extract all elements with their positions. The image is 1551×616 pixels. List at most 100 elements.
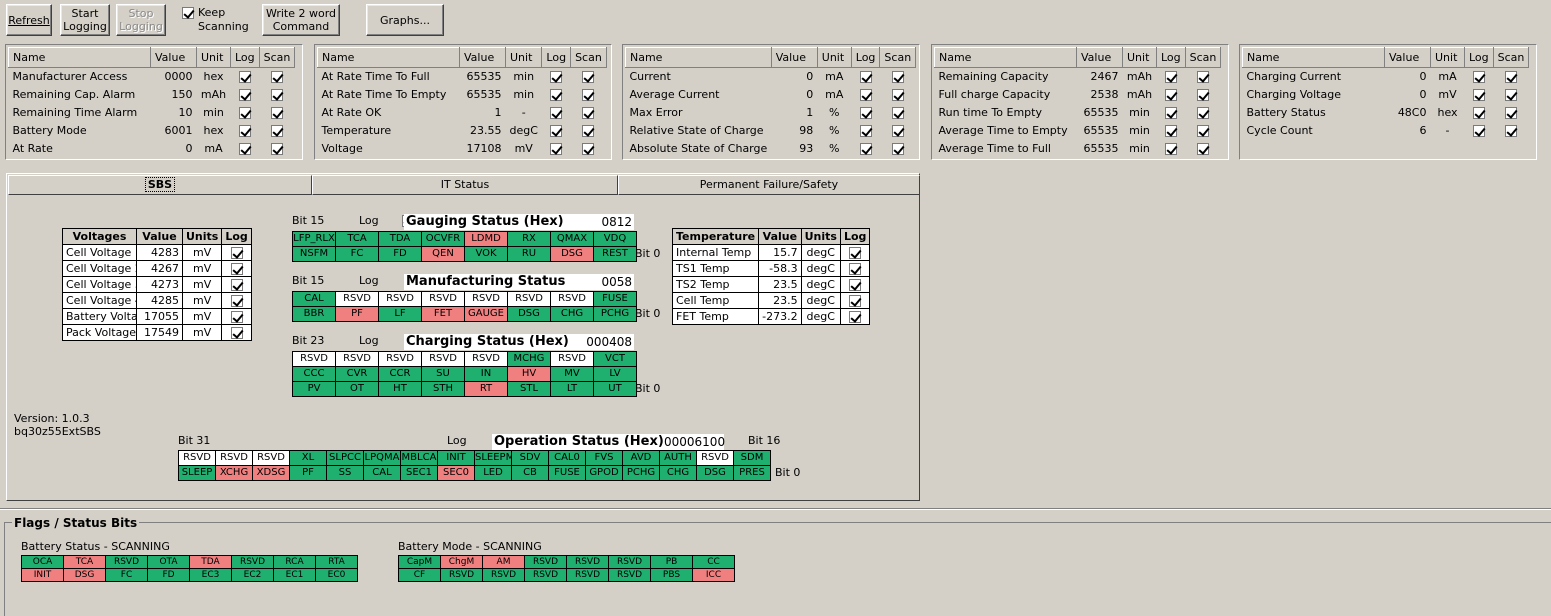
log-checkbox[interactable] <box>1164 125 1177 137</box>
scan-checkbox[interactable] <box>891 71 904 84</box>
log-checkbox[interactable] <box>859 125 872 137</box>
tab-permanent-failure-safety[interactable]: Permanent Failure/Safety <box>618 175 920 195</box>
log-cell <box>542 104 571 122</box>
log-checkbox[interactable] <box>550 125 563 137</box>
scan-checkbox[interactable] <box>1197 143 1210 155</box>
log-cell <box>1465 86 1494 104</box>
status-bit: CapM <box>398 555 441 569</box>
log-cell <box>1465 122 1494 140</box>
scan-checkbox[interactable] <box>1505 71 1518 84</box>
graphs-button[interactable]: Graphs... <box>366 4 444 36</box>
tab-sbs[interactable]: SBS <box>8 175 312 195</box>
scan-checkbox[interactable] <box>271 125 284 137</box>
param-name: Remaining Capacity <box>938 70 1049 84</box>
panel-header-scan: Scan <box>1184 47 1222 68</box>
log-checkbox[interactable] <box>1164 71 1177 84</box>
voltages-unit: mV <box>181 244 223 261</box>
log-checkbox[interactable] <box>238 89 251 101</box>
scan-checkbox[interactable] <box>891 89 904 101</box>
temperature-row: TS2 Temp 23.5 degC <box>671 276 871 293</box>
log-checkbox[interactable] <box>230 263 243 275</box>
log-checkbox[interactable] <box>550 89 563 101</box>
log-checkbox[interactable] <box>1472 89 1485 101</box>
param-value: 23.55 <box>470 124 502 137</box>
temperature-header: Units <box>800 228 841 245</box>
log-checkbox[interactable] <box>859 107 872 119</box>
log-checkbox[interactable] <box>859 143 872 155</box>
log-checkbox[interactable] <box>230 295 243 307</box>
param-unit: mAh <box>200 88 227 101</box>
log-checkbox[interactable] <box>238 143 251 155</box>
scan-checkbox[interactable] <box>582 89 595 101</box>
scan-checkbox[interactable] <box>582 143 595 155</box>
log-checkbox[interactable] <box>230 247 243 259</box>
status-bit: CCC <box>292 366 336 382</box>
temperature-row: FET Temp -273.2 degC <box>671 308 871 325</box>
scan-checkbox[interactable] <box>271 107 284 119</box>
scan-checkbox[interactable] <box>1505 125 1518 137</box>
scan-checkbox[interactable] <box>582 71 595 84</box>
scan-checkbox[interactable] <box>1197 125 1210 137</box>
log-checkbox[interactable] <box>859 71 872 84</box>
param-name: Manufacturer Access <box>12 70 128 84</box>
log-checkbox[interactable] <box>1472 71 1485 84</box>
param-unit: mV <box>1438 88 1457 101</box>
log-checkbox[interactable] <box>1472 125 1485 137</box>
panel-header-name: Name <box>8 47 151 68</box>
scan-cell <box>880 104 916 122</box>
status-bit: CVR <box>335 366 379 382</box>
start-logging-button[interactable]: Start Logging <box>60 4 110 36</box>
log-checkbox[interactable] <box>849 279 862 291</box>
status-bit: RTA <box>315 555 358 569</box>
voltages-name: Battery Voltage <box>62 308 137 325</box>
log-checkbox[interactable] <box>550 107 563 119</box>
log-checkbox[interactable] <box>550 71 563 84</box>
log-checkbox[interactable] <box>1164 143 1177 155</box>
scan-checkbox[interactable] <box>582 107 595 119</box>
scan-checkbox[interactable] <box>271 71 284 84</box>
temperature-log-cell <box>839 308 871 325</box>
log-checkbox[interactable] <box>849 247 862 259</box>
flags-groupbox <box>4 522 1551 616</box>
log-checkbox[interactable] <box>1164 89 1177 101</box>
refresh-button[interactable]: Refresh <box>6 4 52 36</box>
param-name: At Rate Time To Full <box>321 70 430 84</box>
log-checkbox[interactable] <box>1472 107 1485 119</box>
log-checkbox[interactable] <box>230 327 243 339</box>
log-checkbox[interactable] <box>1164 107 1177 119</box>
log-checkbox[interactable] <box>849 295 862 307</box>
scan-checkbox[interactable] <box>582 125 595 137</box>
log-checkbox[interactable] <box>849 263 862 275</box>
tab-it-status[interactable]: IT Status <box>312 175 618 195</box>
log-checkbox[interactable] <box>238 125 251 137</box>
scan-checkbox[interactable] <box>1197 89 1210 101</box>
scan-checkbox[interactable] <box>891 125 904 137</box>
param-unit: hex <box>203 124 224 137</box>
operation-bit-hi: Bit 31 <box>178 434 211 447</box>
log-checkbox[interactable] <box>859 89 872 101</box>
status-bit: VCT <box>593 351 637 367</box>
keep-scanning-checkbox[interactable] <box>182 7 194 19</box>
scan-checkbox[interactable] <box>891 107 904 119</box>
log-checkbox[interactable] <box>230 279 243 291</box>
write-2-word-command-button[interactable]: Write 2 word Command <box>262 4 340 36</box>
log-cell <box>851 68 880 86</box>
log-checkbox[interactable] <box>550 143 563 155</box>
status-bit: RSVD <box>292 351 336 367</box>
scan-checkbox[interactable] <box>1197 71 1210 84</box>
scan-checkbox[interactable] <box>1505 107 1518 119</box>
log-checkbox[interactable] <box>849 311 862 323</box>
scan-checkbox[interactable] <box>271 89 284 101</box>
scan-checkbox[interactable] <box>891 143 904 155</box>
log-checkbox[interactable] <box>238 71 251 84</box>
temperature-row: Internal Temp 15.7 degC <box>671 244 871 261</box>
scan-checkbox[interactable] <box>271 143 284 155</box>
scan-cell <box>259 104 295 122</box>
temperature-unit: degC <box>800 244 841 261</box>
scan-checkbox[interactable] <box>1197 107 1210 119</box>
stop-logging-button[interactable]: Stop Logging <box>116 4 166 36</box>
log-checkbox[interactable] <box>230 311 243 323</box>
param-name: Full charge Capacity <box>938 88 1051 101</box>
scan-checkbox[interactable] <box>1505 89 1518 101</box>
log-checkbox[interactable] <box>238 107 251 119</box>
